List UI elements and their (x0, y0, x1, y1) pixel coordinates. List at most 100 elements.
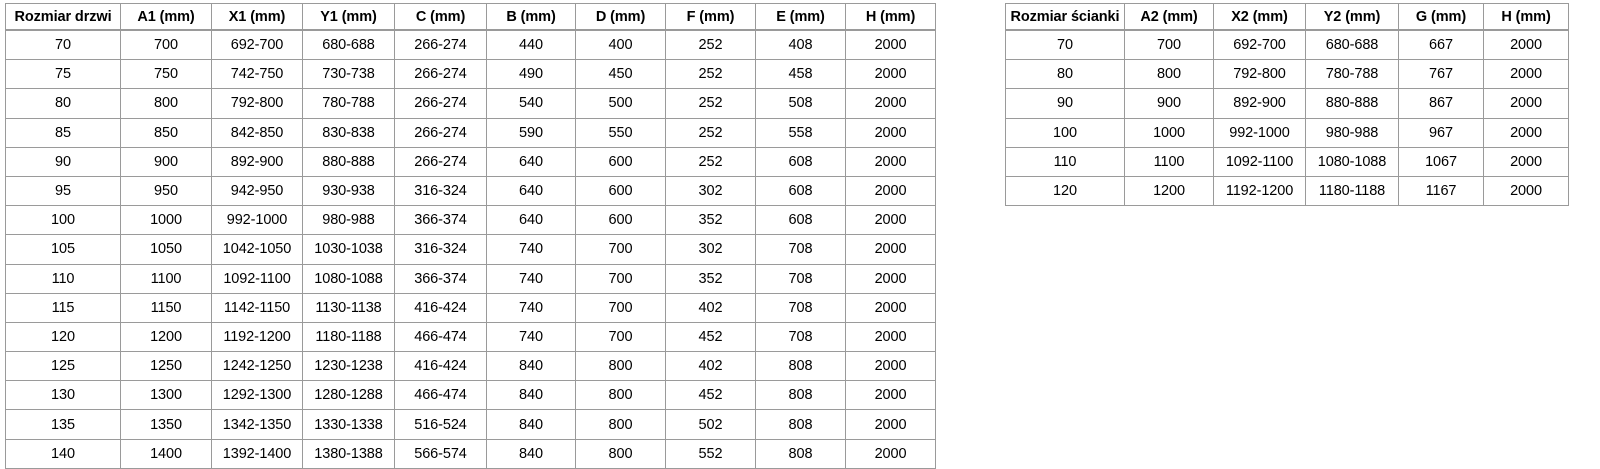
table-cell: 1100 (120, 263, 212, 294)
table-cell: 2000 (845, 234, 936, 265)
table-cell: 466-474 (394, 321, 487, 353)
column-header-doors-9: H (mm) (845, 3, 936, 31)
table-cell: 640 (486, 175, 576, 207)
table-cell: 1400 (120, 438, 212, 469)
column-header-walls-1: A2 (mm) (1124, 3, 1214, 31)
table-cell: 1330-1338 (302, 409, 395, 440)
table-cell: 840 (486, 380, 576, 411)
table-cell: 80 (5, 88, 121, 119)
table-cell: 600 (575, 205, 666, 236)
column-header-doors-0: Rozmiar drzwi (5, 3, 121, 31)
door-size-specification-table: Rozmiar drzwi A1 (mm) X1 (mm) Y1 (mm) C (mm)… (5, 3, 936, 469)
table-cell: 125 (5, 351, 121, 382)
wall-table-body: 70 700 692-700 680-688 667 2000 80 800 792-800 78… (1005, 29, 1569, 207)
table-cell: 416-424 (394, 292, 487, 323)
column-header-walls-4: G (mm) (1398, 3, 1484, 31)
table-cell: 1230-1238 (302, 351, 395, 382)
table-cell: 2000 (845, 29, 936, 61)
table-cell: 1080-1088 (302, 263, 395, 294)
table-row: 135 1350 1342-1350 1330-1338 516-524 840 800 50… (5, 409, 936, 440)
table-cell: 105 (5, 234, 121, 265)
table-cell: 800 (575, 351, 666, 382)
table-cell: 1150 (120, 292, 212, 323)
table-cell: 740 (486, 292, 576, 323)
table-cell: 608 (755, 175, 846, 207)
table-cell: 140 (5, 438, 121, 469)
table-cell: 266-274 (394, 29, 487, 61)
table-cell: 490 (486, 59, 576, 90)
table-cell: 1380-1388 (302, 438, 395, 469)
table-cell: 740 (486, 321, 576, 353)
table-row: 110 1100 1092-1100 1080-1088 1067 2000 (1005, 146, 1569, 177)
table-cell: 840 (486, 351, 576, 382)
table-cell: 992-1000 (211, 205, 303, 236)
table-cell: 2000 (845, 88, 936, 119)
table-cell: 252 (665, 88, 756, 119)
column-header-walls-2: X2 (mm) (1213, 3, 1306, 31)
table-row: 70 700 692-700 680-688 266-274 440 400 252 408 20… (5, 29, 936, 61)
table-cell: 1042-1050 (211, 234, 303, 265)
table-row: 85 850 842-850 830-838 266-274 590 550 252 558 20… (5, 117, 936, 148)
table-cell: 80 (1005, 59, 1125, 90)
table-cell: 1242-1250 (211, 351, 303, 382)
table-cell: 366-374 (394, 205, 487, 236)
table-cell: 70 (5, 29, 121, 61)
table-cell: 1100 (1124, 146, 1214, 177)
table-cell: 792-800 (211, 88, 303, 119)
table-cell: 1300 (120, 380, 212, 411)
table-cell: 316-324 (394, 234, 487, 265)
column-header-walls-3: Y2 (mm) (1305, 3, 1399, 31)
table-cell: 100 (1005, 117, 1125, 148)
table-cell: 767 (1398, 59, 1484, 90)
table-cell: 800 (120, 88, 212, 119)
wall-table-header: Rozmiar ścianki A2 (mm) X2 (mm) Y2 (mm) G (m… (1005, 3, 1569, 31)
table-cell: 900 (1124, 88, 1214, 119)
table-cell: 892-900 (211, 146, 303, 177)
table-cell: 967 (1398, 117, 1484, 148)
table-cell: 352 (665, 205, 756, 236)
table-cell: 266-274 (394, 146, 487, 177)
table-cell: 2000 (845, 59, 936, 90)
table-cell: 110 (1005, 146, 1125, 177)
table-cell: 808 (755, 438, 846, 469)
table-cell: 2000 (845, 146, 936, 177)
table-cell: 110 (5, 263, 121, 294)
table-cell: 1292-1300 (211, 380, 303, 411)
table-cell: 252 (665, 29, 756, 61)
table-cell: 400 (575, 29, 666, 61)
table-cell: 700 (575, 292, 666, 323)
table-cell: 800 (1124, 59, 1214, 90)
table-cell: 700 (575, 321, 666, 353)
table-cell: 600 (575, 175, 666, 207)
table-row: 105 1050 1042-1050 1030-1038 316-324 740 700 30… (5, 234, 936, 265)
table-header-row: Rozmiar drzwi A1 (mm) X1 (mm) Y1 (mm) C (mm)… (5, 3, 936, 31)
table-cell: 840 (486, 438, 576, 469)
table-cell: 502 (665, 409, 756, 440)
table-cell: 100 (5, 205, 121, 236)
table-cell: 120 (1005, 175, 1125, 207)
table-cell: 780-788 (1305, 59, 1399, 90)
table-cell: 700 (575, 234, 666, 265)
table-cell: 850 (120, 117, 212, 148)
table-cell: 740 (486, 234, 576, 265)
table-row: 120 1200 1192-1200 1180-1188 466-474 740 700 45… (5, 321, 936, 353)
table-cell: 708 (755, 234, 846, 265)
table-cell: 2000 (1483, 59, 1569, 90)
table-cell: 808 (755, 351, 846, 382)
table-cell: 1280-1288 (302, 380, 395, 411)
table-cell: 667 (1398, 29, 1484, 61)
table-cell: 1067 (1398, 146, 1484, 177)
column-header-doors-3: Y1 (mm) (302, 3, 395, 31)
table-cell: 2000 (1483, 175, 1569, 207)
table-cell: 700 (120, 29, 212, 61)
table-cell: 70 (1005, 29, 1125, 61)
table-cell: 808 (755, 409, 846, 440)
table-cell: 800 (575, 438, 666, 469)
table-cell: 608 (755, 146, 846, 177)
table-row: 90 900 892-900 880-888 266-274 640 600 252 608 20… (5, 146, 936, 177)
table-cell: 316-324 (394, 175, 487, 207)
table-cell: 730-738 (302, 59, 395, 90)
column-header-doors-2: X1 (mm) (211, 3, 303, 31)
table-cell: 452 (665, 321, 756, 353)
table-cell: 1092-1100 (1213, 146, 1306, 177)
